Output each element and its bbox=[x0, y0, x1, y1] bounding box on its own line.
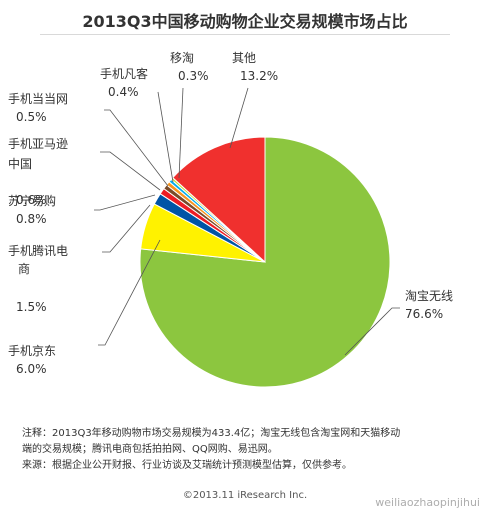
note-line-1: 注释：2013Q3年移动购物市场交易规模为433.4亿；淘宝无线包含淘宝网和天猫… bbox=[22, 428, 401, 439]
watermark-text: weiliaozhaopinjihui bbox=[375, 496, 480, 509]
slice-name-3-0: 苏宁易购 bbox=[8, 193, 56, 208]
note-line-3: 来源：根据企业公开财报、行业访谈及艾瑞统计预测模型估算，仅供参考。 bbox=[22, 460, 352, 471]
slice-value-3: 0.8% bbox=[16, 212, 47, 226]
slice-name-2-0: 手机腾讯电 bbox=[8, 243, 68, 258]
slice-name-5-0: 手机当当网 bbox=[8, 92, 68, 106]
slice-value-5: 0.5% bbox=[16, 110, 47, 124]
leader-line-0 bbox=[344, 307, 400, 356]
leader-line-1 bbox=[98, 239, 161, 346]
title-divider bbox=[40, 34, 450, 35]
footnotes: 注释：2013Q3年移动购物市场交易规模为433.4亿；淘宝无线包含淘宝网和天猫… bbox=[22, 426, 472, 474]
leader-line-3 bbox=[94, 194, 156, 211]
chart-title: 2013Q3中国移动购物企业交易规模市场占比 bbox=[82, 12, 408, 31]
slice-name-4-0: 手机亚马逊 bbox=[8, 137, 68, 151]
slice-value-0: 76.6% bbox=[405, 307, 443, 321]
slice-value-7: 0.3% bbox=[178, 69, 209, 83]
leader-line-4 bbox=[100, 151, 161, 191]
copyright-text: ©2013.11 iResearch Inc. bbox=[182, 490, 308, 501]
slice-value-4: 0.6% bbox=[16, 193, 47, 207]
leader-line-7 bbox=[178, 87, 184, 179]
leader-line-8 bbox=[229, 87, 249, 149]
slice-name-4-1: 中国 bbox=[8, 156, 32, 171]
slice-name-0-0: 淘宝无线 bbox=[405, 289, 453, 303]
slice-name-7-0: 移淘 bbox=[170, 51, 194, 65]
slice-name-8-0: 其他 bbox=[232, 51, 256, 65]
slice-name-6-0: 手机凡客 bbox=[100, 66, 148, 81]
slice-value-1: 6.0% bbox=[16, 362, 47, 376]
leader-line-2 bbox=[102, 204, 151, 253]
slice-name-2-1: 商 bbox=[18, 261, 30, 276]
slice-value-2: 1.5% bbox=[16, 300, 47, 314]
slice-name-1-0: 手机京东 bbox=[8, 344, 56, 358]
leader-line-6 bbox=[157, 91, 174, 183]
slice-value-6: 0.4% bbox=[108, 85, 139, 99]
pie-slice-8 bbox=[172, 136, 266, 264]
leader-line-5 bbox=[104, 109, 169, 187]
slice-value-8: 13.2% bbox=[240, 69, 278, 83]
note-line-2: 端的交易规模；腾讯电商包括拍拍网、QQ网购、易迅网。 bbox=[22, 444, 278, 455]
